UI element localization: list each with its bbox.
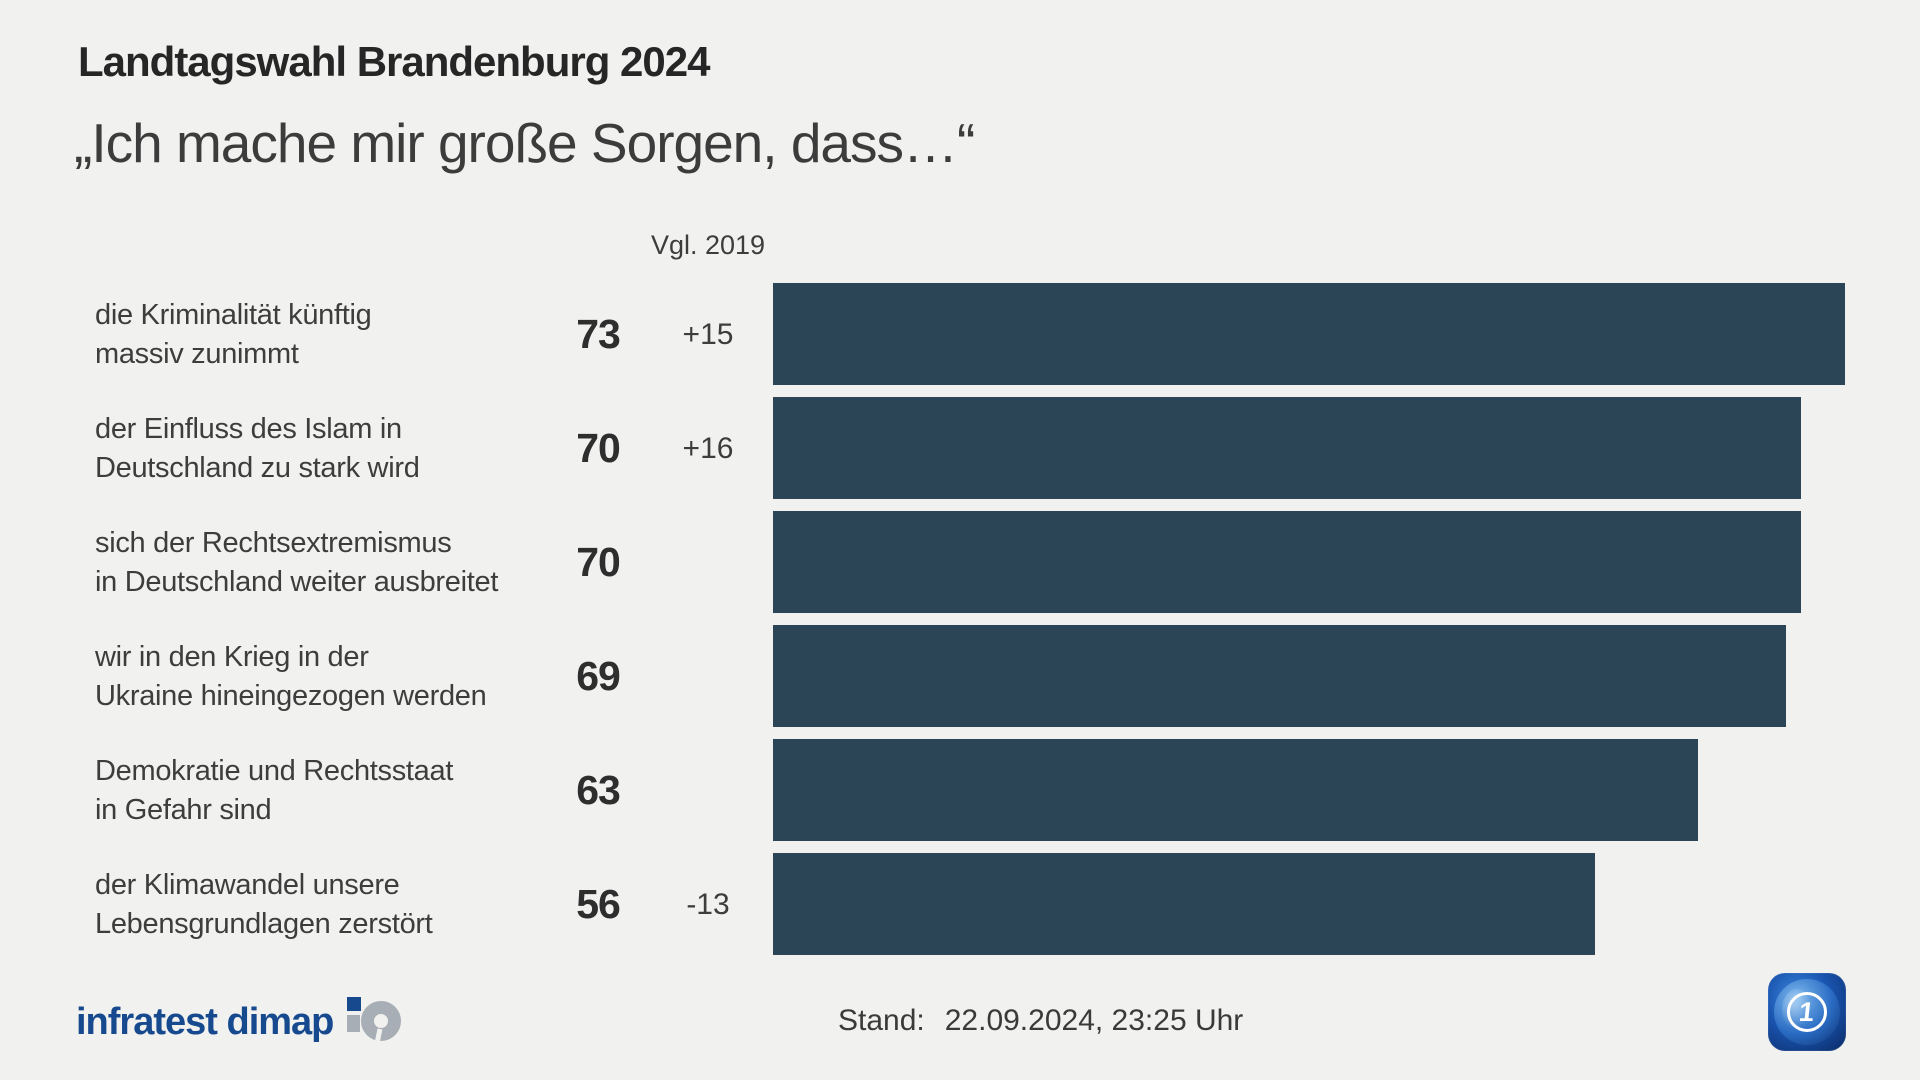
value-label: 70 (576, 425, 621, 471)
category-label-line2: in Gefahr sind (95, 794, 272, 826)
bar (773, 397, 1801, 499)
das-erste-one-glyph: 1 (1797, 996, 1817, 1027)
value-label: 70 (576, 539, 621, 585)
chart-row: sich der Rechtsextremismus in Deutschlan… (0, 511, 1920, 625)
value-label: 69 (576, 653, 621, 699)
category-label: wir in den Krieg in der Ukraine hineinge… (95, 638, 550, 716)
category-label: der Klimawandel unsere Lebensgrundlagen … (95, 866, 550, 944)
das-erste-ring-icon: 1 (1787, 992, 1827, 1032)
category-label-line2: Deutschland zu stark wird (95, 452, 420, 484)
category-label-line2: Ukraine hineingezogen werden (95, 680, 487, 712)
value-label: 73 (576, 311, 621, 357)
bar (773, 283, 1845, 385)
category-label-line2: in Deutschland weiter ausbreitet (95, 566, 499, 598)
source-brand: infratest dimap (76, 994, 403, 1050)
bar-chart: die Kriminalität künftig massiv zunimmt … (0, 283, 1920, 967)
category-label-line2: massiv zunimmt (95, 338, 299, 370)
category-label-line1: wir in den Krieg in der (95, 641, 369, 673)
bar (773, 739, 1698, 841)
category-label: die Kriminalität künftig massiv zunimmt (95, 296, 550, 374)
source-brand-text: infratest dimap (76, 1001, 334, 1043)
category-label: Demokratie und Rechtsstaat in Gefahr sin… (95, 752, 550, 830)
bar (773, 511, 1801, 613)
timestamp: Stand: 22.09.2024, 23:25 Uhr (838, 1002, 1243, 1040)
category-label-line1: der Einfluss des Islam in (95, 413, 402, 445)
category-label-line1: der Klimawandel unsere (95, 869, 400, 901)
chart-row: die Kriminalität künftig massiv zunimmt … (0, 283, 1920, 397)
kicker-title: Landtagswahl Brandenburg 2024 (78, 38, 710, 85)
bar (773, 853, 1595, 955)
page-title: „Ich mache mir große Sorgen, dass…“ (74, 112, 975, 174)
comparison-column-header: Vgl. 2019 (650, 230, 766, 260)
category-label-line2: Lebensgrundlagen zerstört (95, 908, 433, 940)
chart-row: Demokratie und Rechtsstaat in Gefahr sin… (0, 739, 1920, 853)
infratest-dimap-logo-icon (347, 997, 402, 1048)
change-vs-2019-label: +16 (682, 432, 734, 465)
bar (773, 625, 1786, 727)
change-vs-2019-label: +15 (682, 318, 734, 351)
timestamp-label: Stand: (838, 1004, 925, 1037)
chart-row: wir in den Krieg in der Ukraine hineinge… (0, 625, 1920, 739)
timestamp-value: 22.09.2024, 23:25 Uhr (944, 1004, 1244, 1037)
change-vs-2019-label: -13 (686, 888, 730, 921)
category-label: sich der Rechtsextremismus in Deutschlan… (95, 524, 550, 602)
chart-row: der Einfluss des Islam in Deutschland zu… (0, 397, 1920, 511)
ard-tagesschau-logo-icon: 1 (1768, 973, 1846, 1051)
category-label-line1: die Kriminalität künftig (95, 299, 372, 331)
category-label: der Einfluss des Islam in Deutschland zu… (95, 410, 550, 488)
value-label: 63 (576, 767, 621, 813)
chart-row: der Klimawandel unsere Lebensgrundlagen … (0, 853, 1920, 967)
value-label: 56 (576, 881, 621, 927)
category-label-line1: sich der Rechtsextremismus (95, 527, 452, 559)
category-label-line1: Demokratie und Rechtsstaat (95, 755, 454, 787)
